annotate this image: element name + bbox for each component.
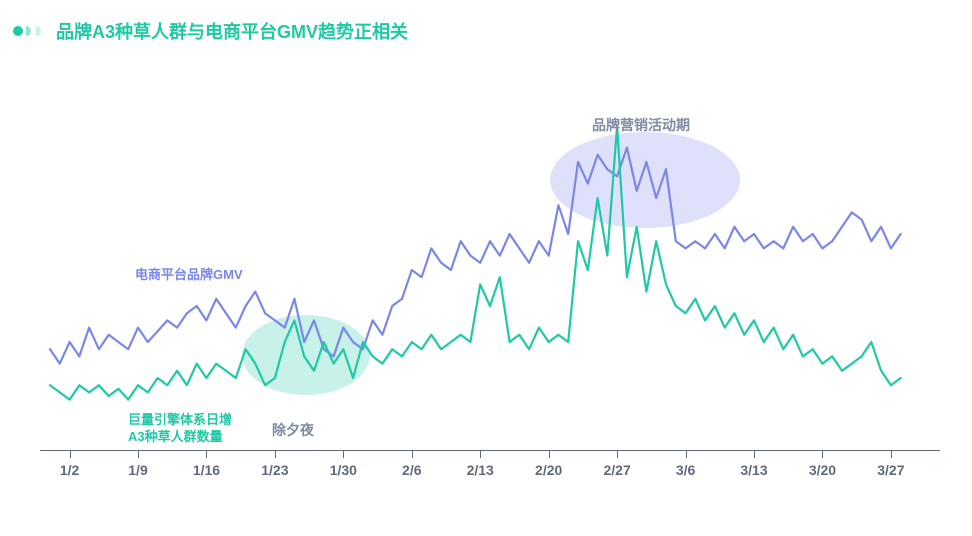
line-chart: 电商平台品牌GMV 巨量引擎体系日增A3种草人群数量 除夕夜 品牌营销活动期 1… bbox=[40, 90, 940, 480]
x-tick-label: 1/30 bbox=[330, 462, 357, 478]
series-line-a3 bbox=[50, 126, 901, 400]
x-tick bbox=[617, 450, 618, 458]
slide-title: 品牌A3种草人群与电商平台GMV趋势正相关 bbox=[56, 18, 408, 44]
x-tick bbox=[275, 450, 276, 458]
slide-header: 品牌A3种草人群与电商平台GMV趋势正相关 bbox=[12, 18, 408, 44]
x-tick bbox=[70, 450, 71, 458]
x-tick bbox=[822, 450, 823, 458]
series-line-gmv bbox=[50, 148, 901, 364]
series-label-a3: 巨量引擎体系日增A3种草人群数量 bbox=[128, 412, 232, 446]
x-tick bbox=[754, 450, 755, 458]
x-tick bbox=[891, 450, 892, 458]
x-tick bbox=[138, 450, 139, 458]
title-bullets-icon bbox=[12, 23, 48, 39]
x-tick-label: 2/20 bbox=[535, 462, 562, 478]
x-tick-label: 2/6 bbox=[402, 462, 421, 478]
annotation-campaign: 品牌营销活动期 bbox=[592, 115, 690, 135]
x-tick-label: 2/13 bbox=[467, 462, 494, 478]
x-tick bbox=[480, 450, 481, 458]
x-tick-label: 2/27 bbox=[603, 462, 630, 478]
x-tick bbox=[549, 450, 550, 458]
series-label-gmv: 电商平台品牌GMV bbox=[135, 267, 243, 284]
x-tick-label: 1/9 bbox=[128, 462, 147, 478]
x-tick bbox=[206, 450, 207, 458]
x-tick-label: 3/13 bbox=[740, 462, 767, 478]
x-tick-label: 3/6 bbox=[676, 462, 695, 478]
x-tick-label: 1/2 bbox=[60, 462, 79, 478]
x-tick bbox=[412, 450, 413, 458]
annotation-cny: 除夕夜 bbox=[272, 420, 314, 440]
x-tick-label: 1/16 bbox=[193, 462, 220, 478]
x-tick-label: 1/23 bbox=[261, 462, 288, 478]
chart-slide: 品牌A3种草人群与电商平台GMV趋势正相关 电商平台品牌GMV 巨量引擎体系日增… bbox=[0, 0, 972, 536]
x-tick-label: 3/20 bbox=[809, 462, 836, 478]
x-tick bbox=[343, 450, 344, 458]
x-tick bbox=[686, 450, 687, 458]
x-tick-label: 3/27 bbox=[877, 462, 904, 478]
x-axis-line bbox=[40, 450, 940, 451]
